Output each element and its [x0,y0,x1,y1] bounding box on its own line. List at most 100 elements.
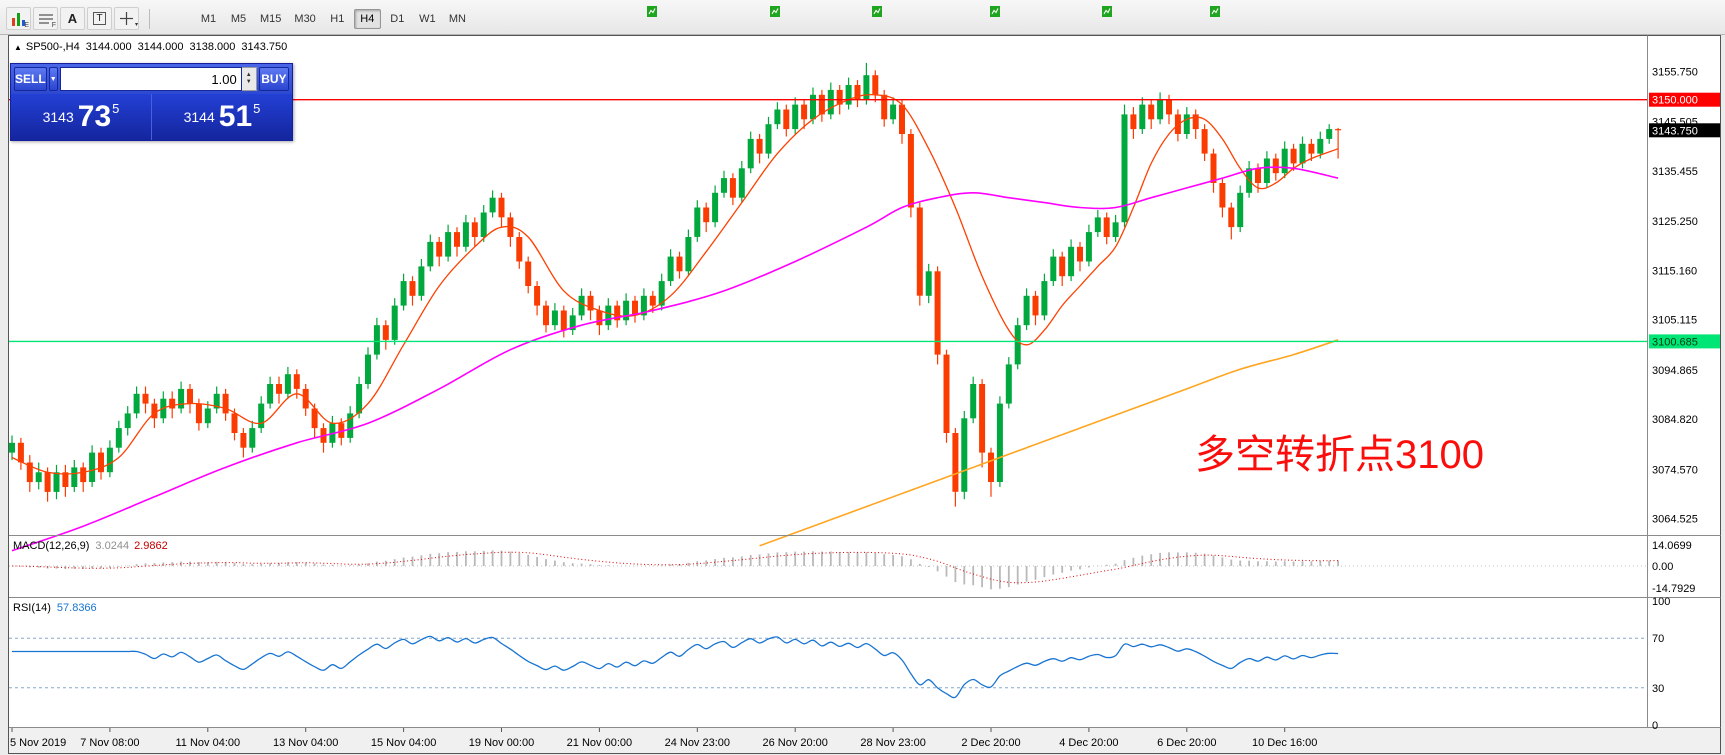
indicator-chart-icon [11,12,25,26]
spinner-down-icon[interactable]: ▼ [245,79,252,85]
svg-text:15 Nov 04:00: 15 Nov 04:00 [371,737,436,749]
toolbar: E F A T ▾ M1 M5 M15 M30 H1 H4 D1 W1 MN [0,0,1725,35]
ohlc-close: 3143.750 [241,41,288,53]
svg-text:3105.115: 3105.115 [1652,315,1697,327]
text-tool-icon: A [67,11,78,26]
volume-spinner[interactable]: ▲ ▼ [241,67,257,91]
svg-text:14.0699: 14.0699 [1652,540,1692,552]
one-click-trade-panel: SELL ▼ ▲ ▼ BUY 3143 73 5 3144 51 5 [10,63,293,141]
svg-text:3064.525: 3064.525 [1652,514,1698,526]
timeframe-button-m5[interactable]: M5 [230,13,247,25]
svg-text:0.00: 0.00 [1652,561,1673,573]
svg-text:30: 30 [1652,683,1664,695]
price-marker-3100.685: 3100.685 [1649,334,1720,349]
svg-text:10 Dec 16:00: 10 Dec 16:00 [1252,737,1317,749]
text-tool-icon-button[interactable]: A [60,7,85,30]
price-axis: 3155.7503145.5053135.4553125.2503115.160… [1649,67,1720,526]
buy-price[interactable]: 3144 51 5 [183,100,261,133]
timeframe-button-h1[interactable]: H1 [330,13,345,25]
price-marker-3150.000: 3150.000 [1649,92,1720,107]
crosshair-tool-icon-button[interactable]: ▾ [114,7,139,30]
symbol-timeframe-label: SP500-,H4 [25,41,80,53]
timeframe-button-m1[interactable]: M1 [200,13,217,25]
spinner-up-icon[interactable]: ▲ [245,71,252,78]
timeframe-button-d1[interactable]: D1 [390,13,405,25]
svg-text:0: 0 [1652,720,1658,732]
chart-background [8,35,1721,754]
price-divider [151,94,152,140]
svg-text:3100.685: 3100.685 [1652,336,1698,348]
mini-chart-icon [990,4,1000,17]
slow-ma-line [759,339,1339,547]
chart-annotation: 多空转折点3100 [1195,433,1484,477]
timeframe-button-m15[interactable]: M15 [260,13,282,25]
volume-dropdown-button[interactable]: ▼ [48,67,58,91]
timeframe-buttons-group: M1 M5 M15 M30 H1 H4 D1 W1 MN [195,9,471,29]
svg-text:11 Nov 04:00: 11 Nov 04:00 [175,737,240,749]
collapse-arrow-icon[interactable]: ▲ [14,43,22,52]
svg-text:5 Nov 2019: 5 Nov 2019 [10,737,66,749]
svg-text:100: 100 [1652,596,1670,608]
mid-ma-line [11,166,1339,552]
volume-input[interactable] [59,67,242,91]
svg-text:26 Nov 20:00: 26 Nov 20:00 [762,737,827,749]
svg-text:19 Nov 00:00: 19 Nov 00:00 [469,737,534,749]
svg-text:7 Nov 08:00: 7 Nov 08:00 [80,737,139,749]
svg-text:3125.250: 3125.250 [1652,216,1698,228]
rsi-line [11,635,1339,699]
rsi-plot: 100 70 30 0 [9,596,1670,732]
svg-text:3094.865: 3094.865 [1652,365,1698,377]
volume-field-group: ▲ ▼ [59,67,257,91]
svg-text:3084.820: 3084.820 [1652,414,1698,426]
svg-text:3074.570: 3074.570 [1652,465,1698,477]
chart-title-bar: ▲ SP500-,H4 3144.000 3144.000 3138.000 3143.7… [14,41,293,53]
svg-text:-14.7929: -14.7929 [1652,583,1695,595]
drawing-tools-group: E F A T ▾ [6,7,158,30]
textbox-tool-icon-button[interactable]: T [87,7,112,30]
svg-text:3135.455: 3135.455 [1652,166,1698,178]
timeframe-button-w1[interactable]: W1 [419,13,436,25]
macd-indicator-label: MACD(12,26,9) 3.0244 2.9862 [13,540,168,552]
timeframe-button-h4[interactable]: H4 [353,9,381,29]
timeframe-button-m30[interactable]: M30 [294,13,316,25]
macd-plot: 14.0699 0.00 -14.7929 [9,540,1695,595]
svg-text:3155.750: 3155.750 [1652,67,1698,79]
svg-text:24 Nov 23:00: 24 Nov 23:00 [665,737,730,749]
mini-chart-icon [770,4,780,17]
time-axis: 5 Nov 2019 7 Nov 08:00 11 Nov 04:00 13 Nov … [10,728,1317,749]
price-marker-3143.750: 3143.750 [1649,123,1720,138]
indicator-chart-icon-button[interactable]: E [6,7,31,30]
crosshair-icon [120,12,133,25]
svg-text:70: 70 [1652,633,1664,645]
ohlc-low: 3138.000 [189,41,236,53]
mini-chart-icon [1210,4,1220,17]
svg-text:13 Nov 04:00: 13 Nov 04:00 [273,737,338,749]
rsi-indicator-label: RSI(14) 57.8366 [13,602,97,614]
buy-button[interactable]: BUY [258,67,289,91]
timeframe-button-mn[interactable]: MN [448,13,466,25]
svg-text:28 Nov 23:00: 28 Nov 23:00 [860,737,925,749]
svg-text:21 Nov 00:00: 21 Nov 00:00 [567,737,632,749]
svg-text:3150.000: 3150.000 [1652,95,1698,107]
template-list-icon [38,13,53,24]
sell-price[interactable]: 3143 73 5 [42,100,120,133]
svg-text:6 Dec 20:00: 6 Dec 20:00 [1157,737,1216,749]
mini-chart-icon [1102,4,1112,17]
ohlc-open: 3144.000 [85,41,132,53]
mini-chart-icon [872,4,882,17]
textbox-icon: T [93,12,106,25]
svg-text:2 Dec 20:00: 2 Dec 20:00 [961,737,1020,749]
toolbar-separator [149,8,150,29]
trade-controls-row: SELL ▼ ▲ ▼ BUY [11,64,292,94]
ohlc-high: 3144.000 [137,41,184,53]
panel-dividers[interactable] [9,35,1721,728]
svg-text:3115.160: 3115.160 [1652,266,1697,278]
svg-text:3143.750: 3143.750 [1652,125,1698,137]
bid-ask-display: 3143 73 5 3144 51 5 [11,94,292,140]
candles-layer [9,62,1342,507]
sell-button[interactable]: SELL [14,67,47,91]
mini-chart-icon [647,4,657,17]
template-list-icon-button[interactable]: F [33,7,58,30]
